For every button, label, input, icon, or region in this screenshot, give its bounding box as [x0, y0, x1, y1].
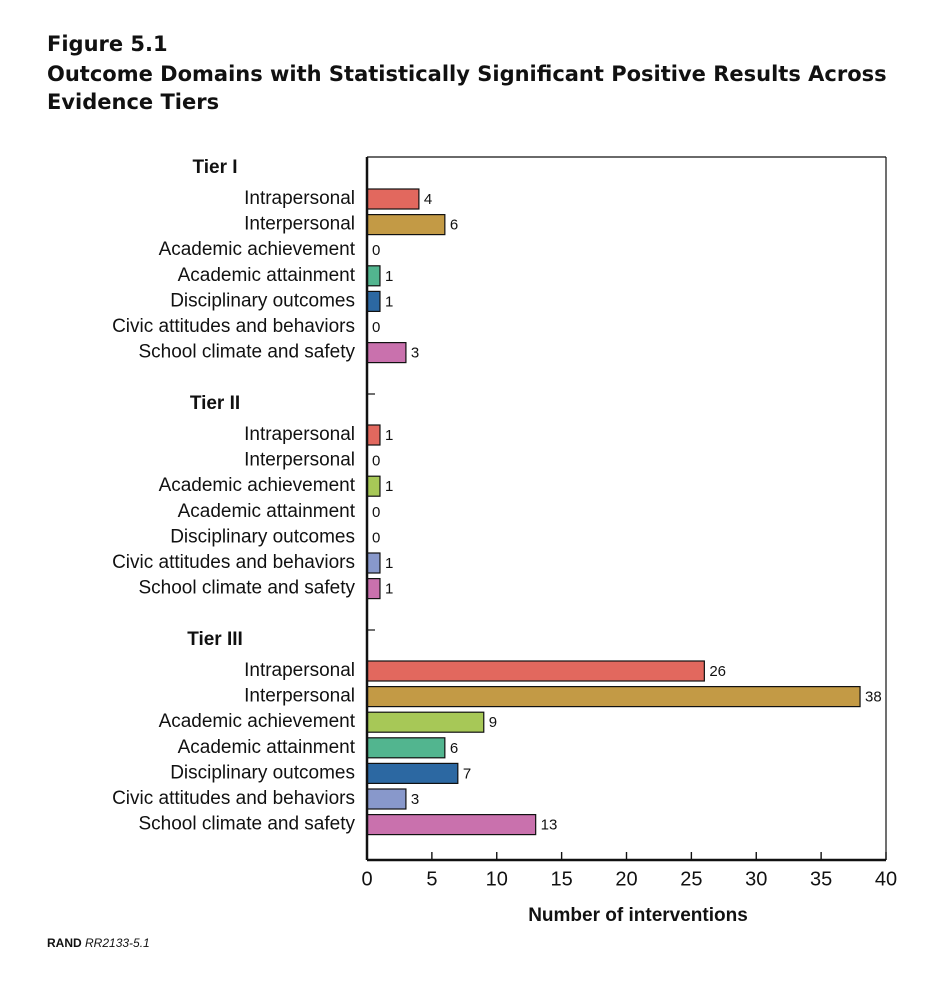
data-label: 13 — [541, 817, 558, 834]
category-label: School climate and safety — [138, 578, 355, 599]
bar — [366, 214, 446, 236]
x-tick-label: 20 — [615, 868, 637, 890]
credit-org: RAND — [47, 936, 82, 950]
credit-code: RR2133-5.1 — [85, 936, 150, 950]
data-label: 1 — [385, 555, 393, 572]
figure-credit: RAND RR2133-5.1 — [47, 936, 150, 950]
category-label: Academic achievement — [159, 475, 356, 496]
category-label: School climate and safety — [138, 342, 355, 363]
bar-chart: Tier I Intrapersonal 4 Interpersonal 6 Academ… — [112, 156, 897, 926]
category-label: Intrapersonal — [244, 424, 355, 445]
data-label: 0 — [372, 504, 380, 521]
data-label: 6 — [450, 740, 458, 757]
data-label: 0 — [372, 529, 380, 546]
figure-label: Figure 5.1 — [47, 32, 168, 56]
data-label: 0 — [372, 319, 380, 336]
bar — [366, 552, 381, 574]
data-label: 1 — [385, 478, 393, 495]
data-label: 6 — [450, 217, 458, 234]
data-label: 3 — [411, 345, 419, 362]
data-label: 7 — [463, 765, 471, 782]
data-label: 0 — [372, 242, 380, 259]
bar — [366, 762, 459, 785]
group-label: Tier II — [190, 393, 240, 414]
x-tick-label: 35 — [810, 868, 832, 890]
data-label: 3 — [411, 791, 419, 808]
data-label: 1 — [385, 581, 393, 598]
data-label: 26 — [709, 663, 726, 680]
category-label: Academic attainment — [178, 501, 356, 522]
bar — [366, 737, 446, 759]
category-label: Interpersonal — [244, 450, 355, 471]
figure-title: Outcome Domains with Statistically Signi… — [47, 62, 887, 114]
bar — [366, 265, 381, 287]
data-label: 1 — [385, 427, 393, 444]
group-label: Tier III — [187, 629, 243, 650]
bar — [366, 685, 861, 708]
bar — [366, 424, 381, 446]
category-label: Disciplinary outcomes — [170, 290, 355, 311]
data-label: 1 — [385, 293, 393, 310]
bar — [366, 342, 407, 364]
x-tick-label: 0 — [361, 868, 372, 890]
category-label: Academic attainment — [178, 265, 356, 286]
data-label: 1 — [385, 268, 393, 285]
category-label: Academic attainment — [178, 737, 356, 758]
bar — [366, 711, 485, 733]
bar — [366, 188, 420, 210]
category-label: Disciplinary outcomes — [170, 762, 355, 783]
bar — [366, 290, 381, 312]
data-label: 9 — [489, 714, 497, 731]
category-label: Civic attitudes and behaviors — [112, 552, 355, 573]
x-tick-label: 15 — [551, 868, 573, 890]
group-label: Tier I — [192, 157, 237, 178]
bar — [366, 475, 381, 497]
data-label: 0 — [372, 453, 380, 470]
x-axis-title: Number of interventions — [528, 905, 748, 926]
bar — [366, 660, 705, 682]
bar — [366, 577, 381, 600]
category-label: Intrapersonal — [244, 660, 355, 681]
x-tick-label: 30 — [745, 868, 767, 890]
x-tick-label: 5 — [426, 868, 437, 890]
category-label: Academic achievement — [159, 239, 356, 260]
bar — [366, 813, 537, 836]
x-tick-label: 10 — [486, 868, 508, 890]
category-label: Interpersonal — [244, 214, 355, 235]
category-label: Interpersonal — [244, 686, 355, 707]
category-label: School climate and safety — [138, 814, 355, 835]
category-label: Academic achievement — [159, 711, 356, 732]
data-label: 38 — [865, 689, 882, 706]
category-label: Civic attitudes and behaviors — [112, 316, 355, 337]
category-label: Disciplinary outcomes — [170, 526, 355, 547]
x-tick-label: 40 — [875, 868, 897, 890]
data-label: 4 — [424, 191, 432, 208]
category-label: Civic attitudes and behaviors — [112, 788, 355, 809]
bar — [366, 788, 407, 810]
x-tick-label: 25 — [680, 868, 702, 890]
category-label: Intrapersonal — [244, 188, 355, 209]
